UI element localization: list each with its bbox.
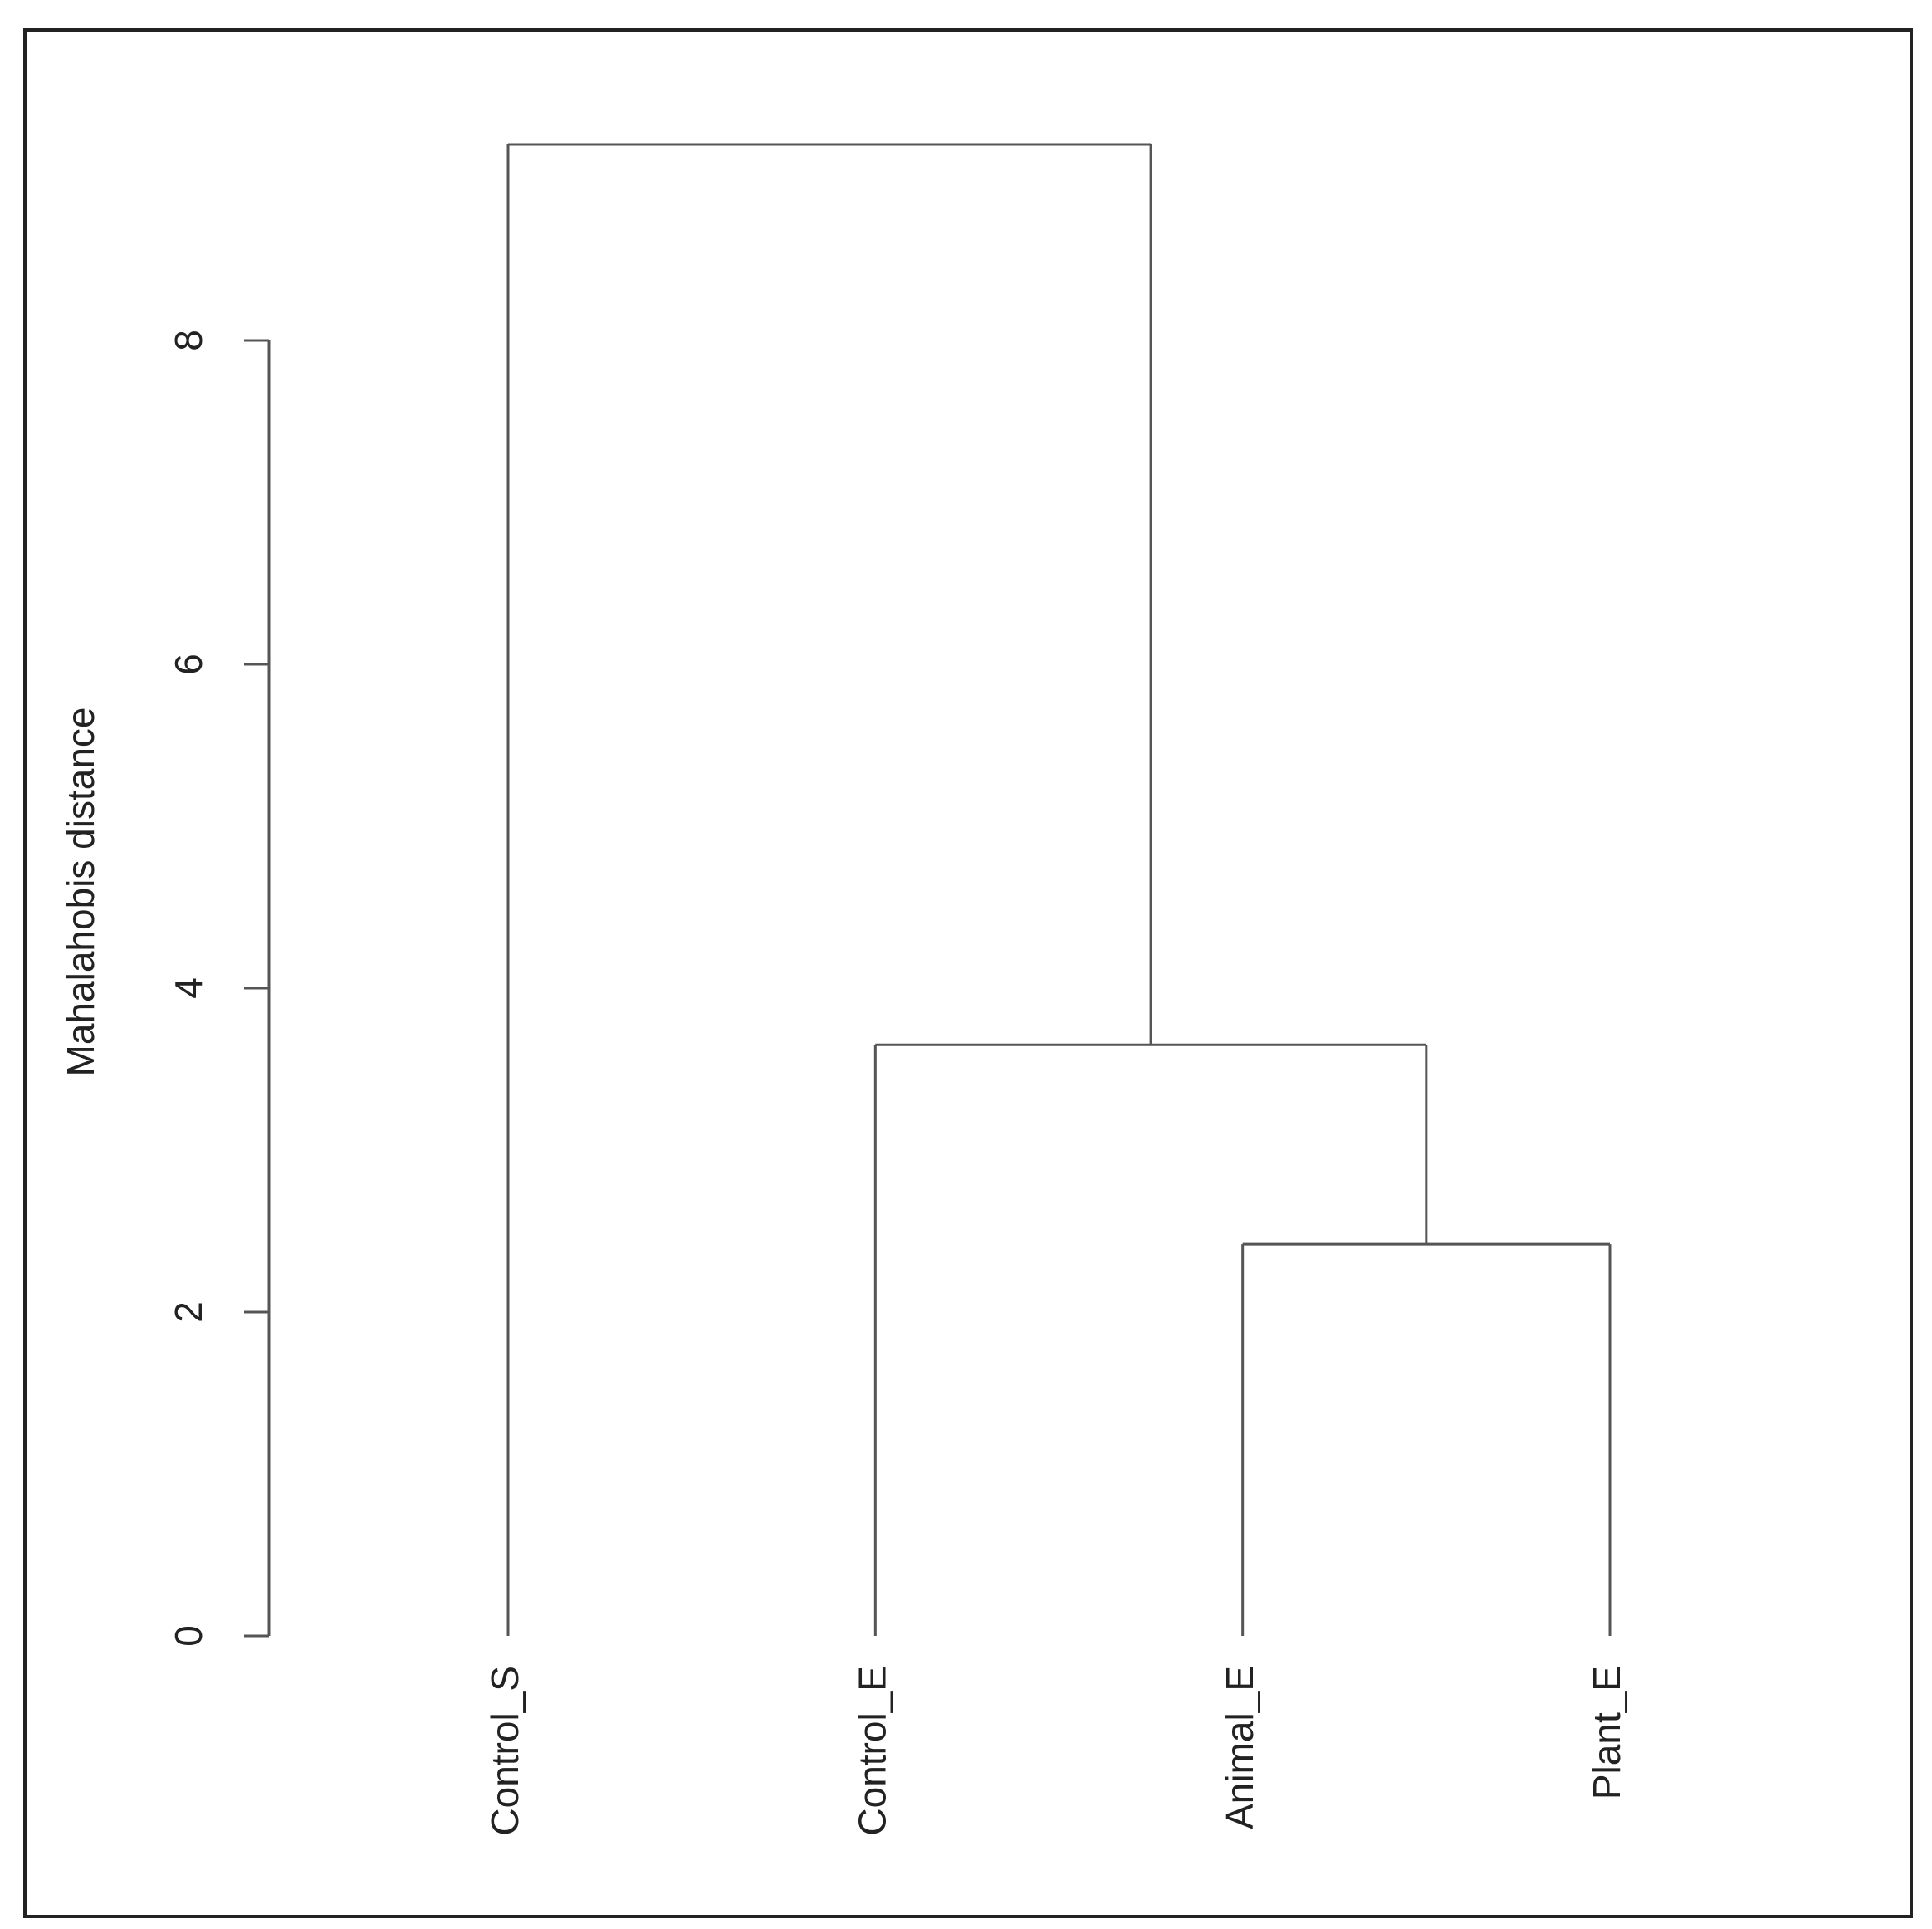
y-tick-label: 4	[167, 977, 210, 999]
y-tick-label: 2	[167, 1301, 210, 1323]
y-tick-label: 6	[167, 654, 210, 675]
y-tick-label: 8	[167, 330, 210, 351]
leaf-label: Control_S	[483, 1666, 526, 1836]
y-tick-label: 0	[167, 1625, 210, 1647]
dendrogram-branch	[506, 143, 1152, 1636]
frame	[23, 28, 1913, 1918]
leaf-label: Animal_E	[1218, 1666, 1261, 1829]
leaf-label: Plant_E	[1585, 1666, 1628, 1799]
leaf-label: Control_E	[850, 1666, 893, 1836]
y-axis-label: Mahalahobis distance	[59, 707, 102, 1077]
